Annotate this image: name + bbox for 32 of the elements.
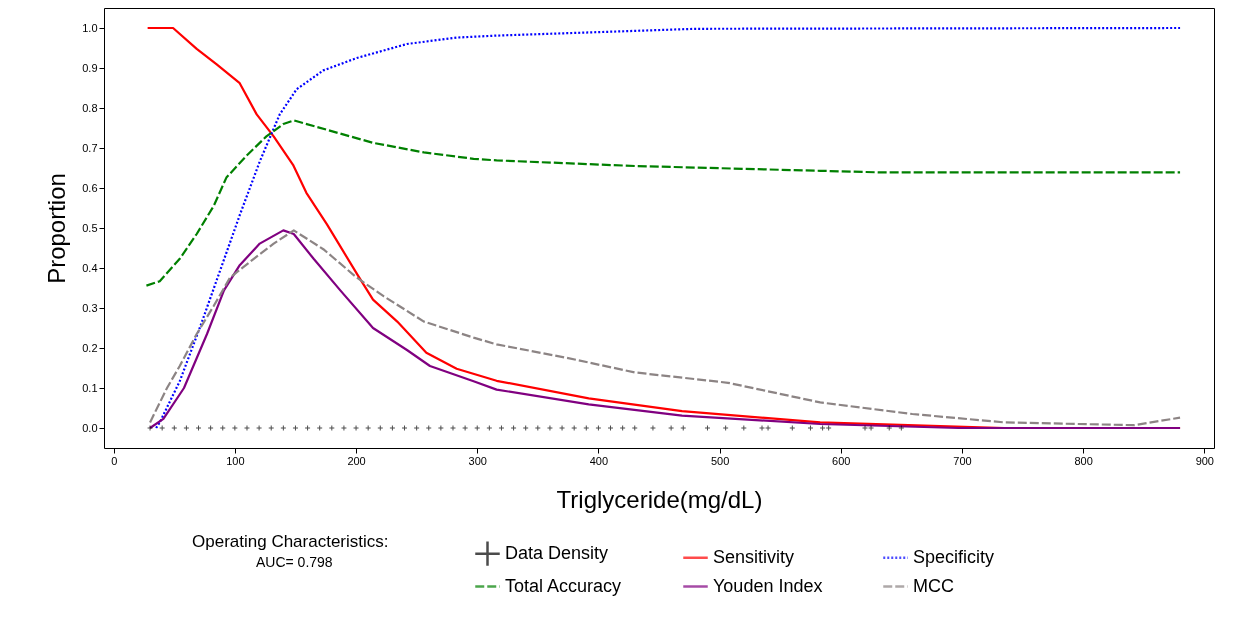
y-tick-label: 0.6 [82, 181, 98, 194]
legend-label: MCC [913, 575, 954, 596]
x-tick-label: 600 [832, 454, 851, 467]
legend-label: Youden Index [713, 575, 823, 596]
y-tick-label: 0.9 [82, 61, 98, 74]
x-tick-label: 500 [710, 454, 730, 467]
x-tick-label: 400 [589, 454, 609, 467]
y-tick-label: 1.0 [82, 21, 98, 34]
legend-label: Data Density [505, 542, 609, 563]
legend-label: Sensitivity [713, 546, 795, 567]
text: Operating Characteristics: [192, 532, 389, 551]
y-tick-label: 0.8 [82, 101, 98, 114]
y-tick-label: 0.0 [82, 421, 98, 434]
y-tick-label: 0.7 [82, 141, 98, 154]
y-tick-label: 0.3 [82, 301, 98, 314]
legend-label: Specificity [913, 546, 995, 567]
x-tick-label: 800 [1074, 454, 1093, 467]
x-tick-label: 700 [953, 454, 972, 467]
x-tick-label: 300 [468, 454, 487, 467]
y-tick-label: 0.1 [82, 381, 98, 394]
y-tick-label: 0.4 [82, 261, 98, 274]
x-tick-label: 200 [347, 454, 366, 467]
y-tick-label: 0.2 [82, 341, 98, 354]
x-tick-label: 100 [226, 454, 245, 467]
y-axis-title: Proportion [43, 173, 71, 284]
x-tick-label: 900 [1195, 454, 1214, 467]
text: AUC= 0.798 [256, 554, 333, 570]
legend-label: Total Accuracy [505, 575, 622, 596]
line-series [145, 119, 1182, 287]
y-tick-label: 0.5 [82, 221, 98, 234]
x-axis-title: Triglyceride(mg/dL) [556, 485, 763, 513]
x-tick-label: 0 [111, 454, 118, 467]
